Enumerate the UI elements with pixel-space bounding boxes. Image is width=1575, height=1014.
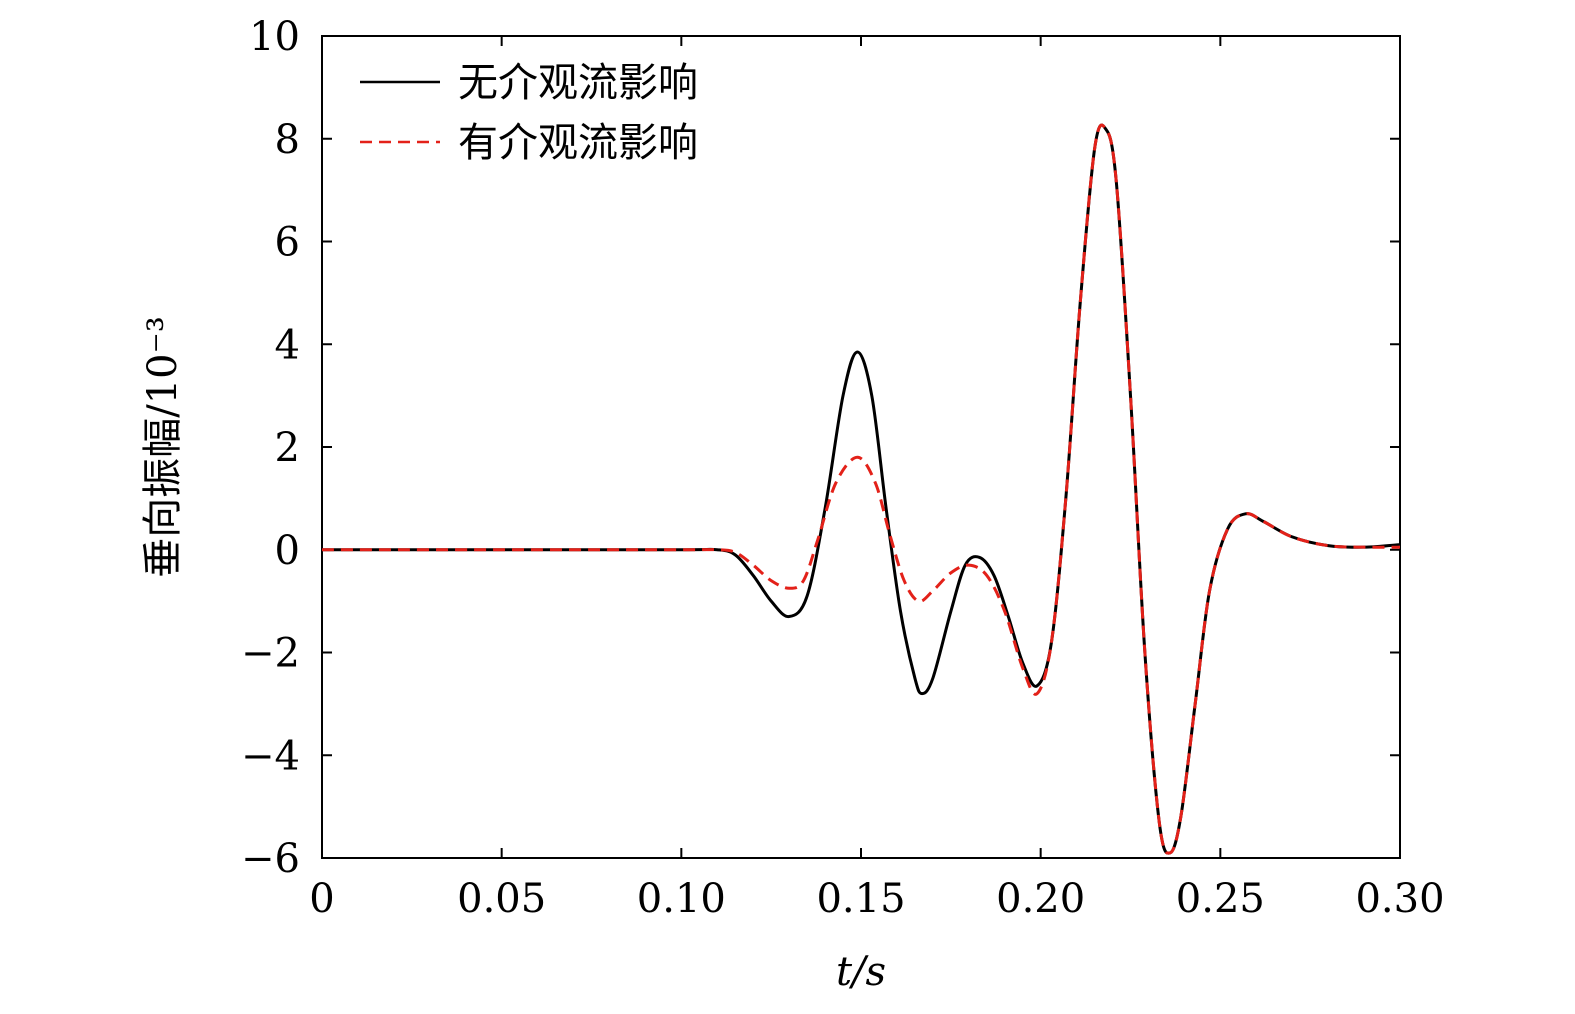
- legend-label-series-0: 无介观流影响: [458, 60, 698, 106]
- y-tick-label: −2: [241, 631, 300, 677]
- legend: 无介观流影响 有介观流影响: [360, 60, 698, 166]
- series-line-1: [321, 123, 1401, 855]
- x-tick-label: 0.25: [1176, 876, 1265, 922]
- x-axis-ticks: 0 0.05 0.10 0.15 0.20 0.25 0.30: [309, 36, 1445, 922]
- y-tick-label: 6: [275, 220, 300, 266]
- y-axis-ticks: −6 −4 −2 0 2 4 6 8 10: [241, 14, 1400, 882]
- y-tick-label: 8: [275, 117, 300, 163]
- x-tick-label: 0.20: [996, 876, 1085, 922]
- series-lines: [321, 123, 1401, 855]
- x-tick-label: 0: [309, 876, 334, 922]
- legend-label-series-1: 有介观流影响: [458, 120, 698, 166]
- y-tick-label: 10: [249, 14, 300, 60]
- series-line-0: [321, 123, 1401, 855]
- y-tick-label: 0: [275, 528, 300, 574]
- x-axis-label: t/s: [836, 949, 886, 995]
- y-tick-label: −4: [241, 733, 300, 779]
- y-axis-label: 垂向振幅/10⁻³: [140, 316, 186, 578]
- y-tick-label: −6: [241, 836, 300, 882]
- x-tick-label: 0.05: [457, 876, 546, 922]
- x-tick-label: 0.30: [1355, 876, 1444, 922]
- x-tick-label: 0.15: [816, 876, 905, 922]
- y-tick-label: 2: [275, 425, 300, 471]
- y-tick-label: 4: [275, 322, 300, 368]
- x-tick-label: 0.10: [637, 876, 726, 922]
